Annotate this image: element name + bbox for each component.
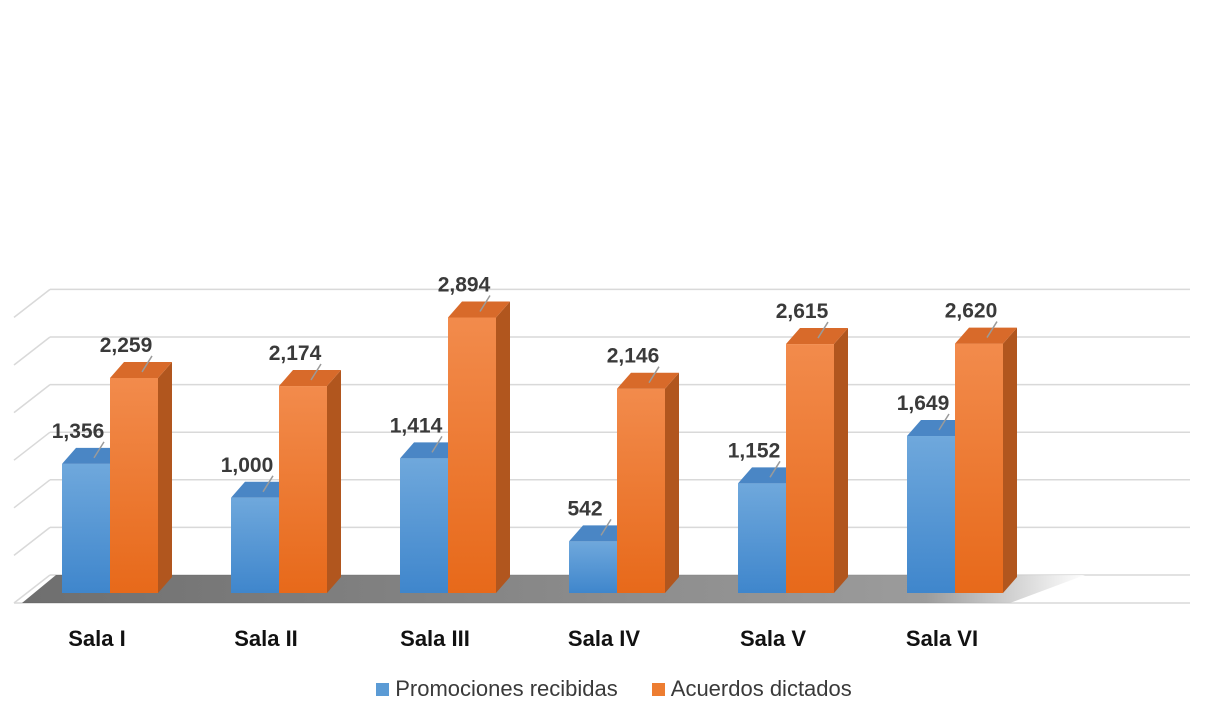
leader-line — [93, 441, 105, 459]
bars — [62, 301, 1017, 593]
category-label: Sala II — [234, 626, 298, 651]
gridline-side — [13, 336, 51, 366]
bar-acuerdos — [617, 388, 665, 593]
legend: Promociones recibidas Acuerdos dictados — [0, 676, 1228, 702]
data-label: 2,259 — [100, 334, 153, 357]
bar-promociones — [738, 483, 786, 593]
leader-line — [769, 460, 781, 478]
data-label: 1,000 — [221, 454, 274, 477]
data-label: 2,146 — [607, 345, 660, 368]
bar-chart-svg: 1,356 2,259 1,000 2,174 1,414 2,894 542 2,146 1,… — [13, 273, 1190, 651]
bar-top — [448, 301, 510, 318]
bar-side — [496, 301, 510, 593]
leader-line — [262, 475, 274, 493]
category-label: Sala IV — [568, 626, 640, 651]
bar-side — [158, 361, 172, 593]
bar-top — [400, 442, 462, 459]
data-label: 1,649 — [897, 392, 950, 415]
gridline-side — [13, 384, 51, 414]
legend-label-promociones: Promociones recibidas — [395, 676, 618, 701]
category-labels: Sala I Sala II Sala III Sala IV Sala V Sala V… — [68, 626, 978, 651]
data-label: 542 — [567, 497, 602, 520]
bar-acuerdos — [786, 344, 834, 593]
bar-top — [617, 372, 679, 389]
bar-top — [110, 361, 172, 378]
category-label: Sala V — [740, 626, 806, 651]
bar-side — [327, 370, 341, 593]
data-label: 1,414 — [390, 414, 443, 437]
bar-promociones — [907, 436, 955, 593]
bar-top — [786, 328, 848, 345]
bar-acuerdos — [955, 343, 1003, 593]
bar-top — [231, 481, 293, 498]
legend-label-acuerdos: Acuerdos dictados — [670, 676, 852, 701]
bar-top — [955, 327, 1017, 344]
leader-line — [431, 435, 443, 453]
leader-line — [141, 355, 153, 373]
bar-side — [1003, 327, 1017, 593]
data-label: 1,356 — [52, 420, 105, 443]
legend-swatch-blue — [376, 682, 390, 696]
gridline-side — [13, 431, 51, 461]
legend-swatch-orange — [651, 682, 665, 696]
category-label: Sala VI — [906, 626, 978, 651]
data-label: 2,620 — [945, 300, 998, 323]
bar-top — [569, 525, 631, 542]
bar-top — [907, 420, 969, 437]
leader-line — [479, 295, 491, 312]
leader-line — [648, 366, 660, 384]
data-label: 2,174 — [269, 342, 322, 365]
bar-promociones — [569, 541, 617, 593]
leader-line — [986, 321, 998, 338]
gridline-side — [13, 288, 51, 318]
bar-acuerdos — [110, 377, 158, 593]
leader-line — [310, 363, 322, 381]
bar-promociones — [400, 458, 448, 593]
bar-promociones — [231, 497, 279, 593]
bar-top — [738, 467, 800, 484]
legend-item-promociones: Promociones recibidas — [376, 676, 618, 702]
bar-top — [279, 370, 341, 387]
data-label: 1,152 — [728, 439, 781, 462]
bar-side — [665, 372, 679, 593]
legend-item-acuerdos: Acuerdos dictados — [651, 676, 852, 702]
bar-promociones — [62, 463, 110, 593]
leader-line — [600, 519, 612, 536]
bar-top — [62, 447, 124, 464]
bar-acuerdos — [279, 386, 327, 593]
data-labels: 1,356 2,259 1,000 2,174 1,414 2,894 542 2,146 1,… — [52, 273, 998, 536]
leader-line — [817, 321, 829, 339]
gridline-side — [13, 574, 51, 604]
bar-acuerdos — [448, 317, 496, 593]
leader-line — [938, 413, 950, 431]
gridline-side — [13, 479, 51, 509]
category-label: Sala III — [400, 626, 470, 651]
data-label: 2,615 — [776, 300, 829, 323]
category-label: Sala I — [68, 626, 125, 651]
gridline-side — [13, 526, 51, 556]
data-label: 2,894 — [438, 273, 491, 296]
bar-side — [834, 328, 848, 593]
